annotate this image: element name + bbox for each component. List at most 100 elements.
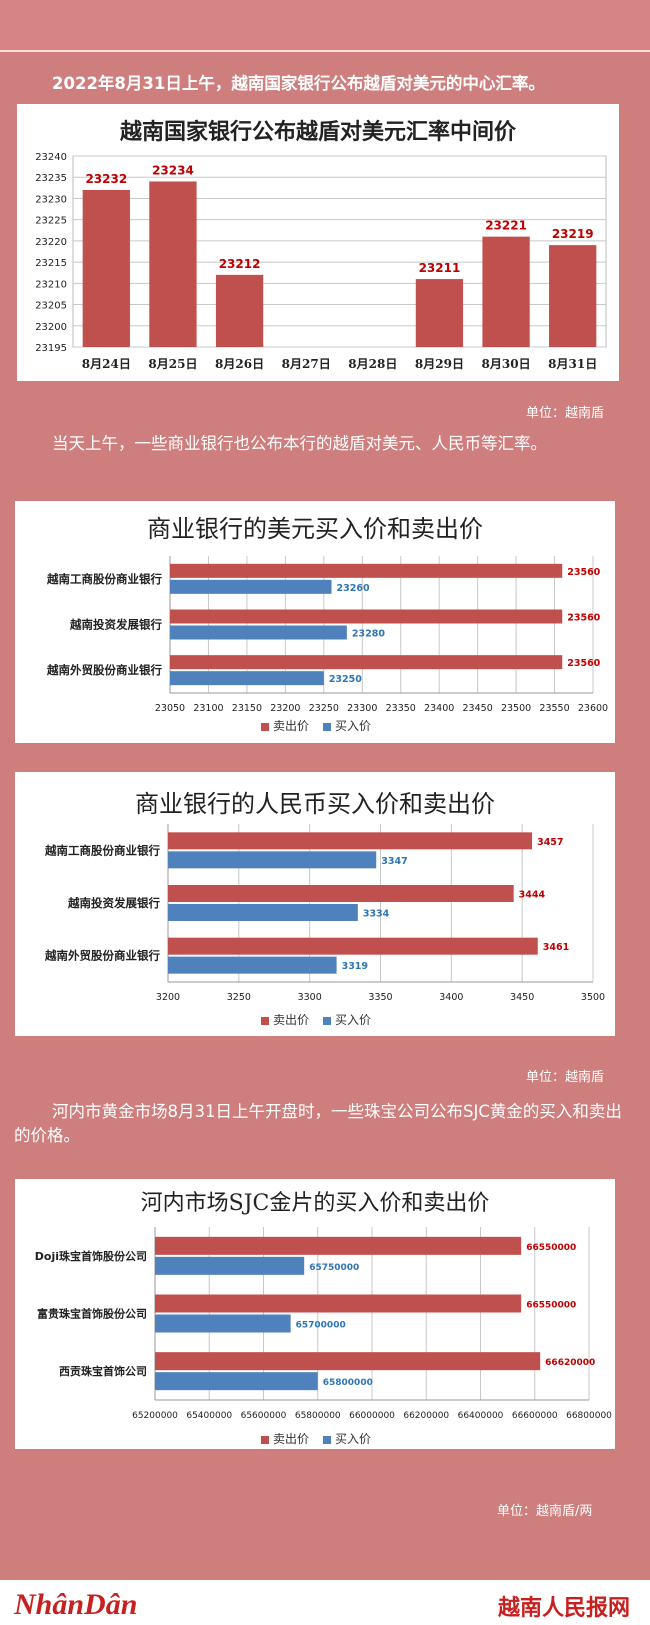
chart-title: 河内市场SJC金片的买入价和卖出价 [140, 1191, 490, 1216]
data-label: 3461 [543, 942, 569, 953]
site-name-logo[interactable]: 越南人民报网 [497, 1596, 630, 1621]
hbar-chart-svg: 23050 23100 23150 23200 23250 23300 23350 23400… [46, 556, 608, 714]
x-tick-label: 66800000 [566, 1411, 612, 1421]
unit-label-3: 单位：越南盾/两 [497, 1504, 593, 1519]
central-rate-chart-svg: 23195 23200 23205 23210 23215 23220 23225 23230… [35, 152, 607, 371]
footer: NhânDân 越南人民报网 [0, 1580, 650, 1625]
x-tick-label: 66200000 [403, 1411, 449, 1421]
category-label: 富贵珠宝首饰股份公司 [37, 1307, 147, 1321]
unit-label-1: 单位：越南盾 [526, 406, 605, 421]
data-label: 23219 [552, 227, 594, 241]
legend-label: 买入价 [335, 1432, 372, 1446]
x-tick-label: 8月26日 [215, 357, 264, 371]
x-tick-label: 8月28日 [348, 357, 397, 371]
chart-card-central-rate: 越南国家银行公布越盾对美元汇率中间价 23195 23200 23205 23210 23… [17, 104, 619, 381]
data-label: 66550000 [526, 1243, 576, 1253]
top-band [0, 0, 650, 52]
legend-label: 卖出价 [273, 719, 310, 733]
x-tick-label: 65800000 [295, 1411, 341, 1421]
x-tick-label: 3200 [156, 992, 180, 1003]
data-label: 3457 [537, 837, 563, 848]
data-label: 23221 [485, 219, 527, 233]
legend-item: 买入价 [323, 719, 371, 733]
data-label: 23260 [337, 583, 370, 594]
data-label: 23232 [85, 172, 127, 186]
legend-swatch [323, 1016, 332, 1025]
x-tick-label: 3400 [439, 992, 463, 1003]
chart-title: 商业银行的美元买入价和卖出价 [147, 515, 483, 543]
buy-bar [168, 956, 337, 974]
x-tick-label: 3300 [298, 992, 322, 1003]
buy-bar [155, 1256, 305, 1275]
x-tick-label: 23500 [501, 703, 531, 714]
sell-bar [168, 885, 514, 902]
x-tick-label: 3250 [227, 992, 251, 1003]
top-divider [0, 50, 650, 52]
chart-title: 商业银行的人民币买入价和卖出价 [135, 790, 495, 818]
buy-bar [168, 904, 358, 921]
y-tick-label: 23215 [35, 258, 67, 269]
category-label: 越南外贸股份商业银行 [44, 949, 160, 963]
x-tick-label: 23400 [424, 703, 454, 714]
x-tick-label: 3450 [510, 992, 534, 1003]
data-label: 65700000 [296, 1321, 346, 1331]
category-label: 越南外贸股份商业银行 [46, 663, 162, 677]
y-tick-label: 23205 [35, 301, 67, 312]
legend-label: 卖出价 [273, 1432, 310, 1446]
sell-bar [168, 937, 538, 955]
x-tick-label: 66600000 [512, 1411, 558, 1421]
bar [82, 189, 130, 347]
data-label: 23560 [567, 613, 600, 624]
data-label: 66620000 [545, 1358, 595, 1368]
category-label: Doji珠宝首饰股份公司 [35, 1249, 147, 1263]
legend-label: 卖出价 [273, 1013, 310, 1027]
x-tick-label: 23600 [578, 703, 608, 714]
x-tick-label: 3350 [368, 992, 392, 1003]
buy-bar [170, 625, 347, 640]
data-label: 65800000 [323, 1378, 373, 1388]
sell-bar [168, 832, 533, 850]
y-tick-label: 23210 [35, 279, 67, 290]
legend-swatch [323, 722, 332, 731]
y-tick-label: 23240 [35, 152, 67, 163]
sell-bar [170, 609, 563, 624]
x-tick-label: 23550 [539, 703, 569, 714]
chart-card-usd-rates: 商业银行的美元买入价和卖出价 23050 23100 23150 23200 23250 2… [15, 501, 615, 743]
x-tick-label: 3500 [581, 992, 605, 1003]
legend-label: 买入价 [335, 719, 372, 733]
buy-bar [155, 1372, 318, 1391]
y-tick-label: 23225 [35, 216, 67, 227]
bar [215, 274, 264, 347]
bar [482, 236, 530, 347]
hbar-chart-svg: 3200 3250 3300 3350 3400 3450 3500 3457 3347 越南工商… [44, 824, 605, 1003]
data-label: 23560 [567, 658, 600, 669]
y-tick-label: 23220 [35, 237, 67, 248]
data-label: 23211 [419, 261, 461, 275]
legend-item: 卖出价 [261, 1432, 309, 1446]
buy-bar [168, 851, 377, 869]
data-label: 23212 [219, 257, 261, 271]
sell-bar [170, 655, 563, 670]
y-tick-label: 23230 [35, 194, 67, 205]
data-label: 23560 [567, 567, 600, 578]
x-tick-label: 8月30日 [482, 357, 531, 371]
x-tick-label: 23350 [386, 703, 416, 714]
chart-card-gold-prices: 河内市场SJC金片的买入价和卖出价 65200000 65400000 6560000… [15, 1179, 615, 1449]
category-label: 越南投资发展银行 [67, 896, 160, 910]
x-tick-label: 23050 [155, 703, 185, 714]
intro-text-3: 河内市黄金市场8月31日上午开盘时，一些珠宝公司公布SJC黄金的买入和卖出的价格… [14, 1102, 622, 1145]
x-tick-label: 65600000 [241, 1411, 287, 1421]
legend-item: 买入价 [323, 1432, 371, 1446]
legend-swatch [261, 1435, 269, 1444]
data-label: 66550000 [526, 1301, 576, 1311]
legend-swatch [261, 722, 269, 731]
data-label: 65750000 [309, 1263, 359, 1273]
bar [149, 181, 197, 347]
category-label: 越南工商股份商业银行 [44, 843, 160, 857]
nhandan-logo[interactable]: NhânDân [14, 1588, 138, 1621]
category-label: 越南工商股份商业银行 [46, 572, 162, 586]
y-tick-label: 23195 [35, 343, 67, 354]
category-label: 西贡珠宝首饰公司 [59, 1364, 147, 1378]
data-label: 3334 [363, 909, 390, 920]
buy-bar [155, 1314, 291, 1333]
